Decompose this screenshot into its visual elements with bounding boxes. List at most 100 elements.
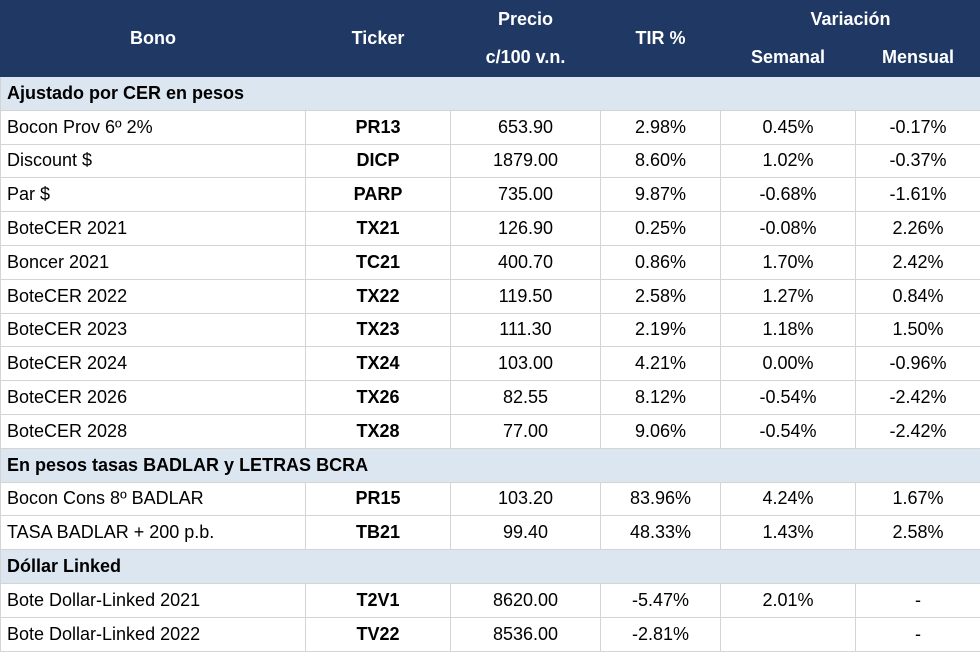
section-title: En pesos tasas BADLAR y LETRAS BCRA (1, 448, 980, 482)
price: 400.70 (451, 245, 601, 279)
tir: 83.96% (601, 482, 721, 516)
tir: 0.86% (601, 245, 721, 279)
monthly-change: -1.61% (856, 178, 980, 212)
ticker: TX24 (306, 347, 451, 381)
header-precio-unit: c/100 v.n. (451, 39, 601, 77)
header-tir: TIR % (601, 1, 721, 77)
tir: 8.12% (601, 381, 721, 415)
weekly-change: -0.08% (721, 212, 856, 246)
weekly-change: 4.24% (721, 482, 856, 516)
ticker: TC21 (306, 245, 451, 279)
section-row: Ajustado por CER en pesos (1, 77, 980, 111)
price: 8620.00 (451, 583, 601, 617)
weekly-change: 0.45% (721, 110, 856, 144)
tir: -5.47% (601, 583, 721, 617)
weekly-change: 1.02% (721, 144, 856, 178)
price: 111.30 (451, 313, 601, 347)
monthly-change: 1.67% (856, 482, 980, 516)
price: 1879.00 (451, 144, 601, 178)
price: 103.20 (451, 482, 601, 516)
ticker: PARP (306, 178, 451, 212)
ticker: PR13 (306, 110, 451, 144)
price: 735.00 (451, 178, 601, 212)
tir: 2.19% (601, 313, 721, 347)
ticker: TB21 (306, 516, 451, 550)
header-ticker: Ticker (306, 1, 451, 77)
header-mensual: Mensual (856, 39, 980, 77)
section-title: Ajustado por CER en pesos (1, 77, 980, 111)
weekly-change: -0.54% (721, 414, 856, 448)
tir: 2.98% (601, 110, 721, 144)
price: 119.50 (451, 279, 601, 313)
bond-name: Discount $ (1, 144, 306, 178)
tir: 0.25% (601, 212, 721, 246)
price: 653.90 (451, 110, 601, 144)
tir: 9.87% (601, 178, 721, 212)
monthly-change: -0.17% (856, 110, 980, 144)
price: 8536.00 (451, 617, 601, 651)
price: 77.00 (451, 414, 601, 448)
bond-name: BoteCER 2026 (1, 381, 306, 415)
weekly-change: 1.70% (721, 245, 856, 279)
bond-name: BoteCER 2024 (1, 347, 306, 381)
section-row: En pesos tasas BADLAR y LETRAS BCRA (1, 448, 980, 482)
ticker: TX22 (306, 279, 451, 313)
section-title: Dóllar Linked (1, 550, 980, 584)
ticker: TX23 (306, 313, 451, 347)
monthly-change: 2.42% (856, 245, 980, 279)
bond-name: BoteCER 2023 (1, 313, 306, 347)
weekly-change: 1.43% (721, 516, 856, 550)
weekly-change: -0.54% (721, 381, 856, 415)
ticker: TX26 (306, 381, 451, 415)
tir: 8.60% (601, 144, 721, 178)
tir: 2.58% (601, 279, 721, 313)
monthly-change: 1.50% (856, 313, 980, 347)
bond-name: TASA BADLAR + 200 p.b. (1, 516, 306, 550)
price: 103.00 (451, 347, 601, 381)
weekly-change: -0.68% (721, 178, 856, 212)
ticker: TX21 (306, 212, 451, 246)
weekly-change: 2.01% (721, 583, 856, 617)
monthly-change: - (856, 617, 980, 651)
monthly-change: -0.96% (856, 347, 980, 381)
bond-name: Bote Dollar-Linked 2022 (1, 617, 306, 651)
header-bono: Bono (1, 1, 306, 77)
bond-name: BoteCER 2022 (1, 279, 306, 313)
weekly-change (721, 617, 856, 651)
ticker: T2V1 (306, 583, 451, 617)
tir: 9.06% (601, 414, 721, 448)
price: 126.90 (451, 212, 601, 246)
weekly-change: 0.00% (721, 347, 856, 381)
price: 82.55 (451, 381, 601, 415)
monthly-change: 0.84% (856, 279, 980, 313)
bond-name: Bocon Cons 8º BADLAR (1, 482, 306, 516)
ticker: TV22 (306, 617, 451, 651)
header-precio: Precio (451, 1, 601, 39)
bond-name: Bote Dollar-Linked 2021 (1, 583, 306, 617)
bond-name: BoteCER 2028 (1, 414, 306, 448)
weekly-change: 1.18% (721, 313, 856, 347)
monthly-change: 2.58% (856, 516, 980, 550)
header-semanal: Semanal (721, 39, 856, 77)
ticker: DICP (306, 144, 451, 178)
header-variacion: Variación (721, 1, 980, 39)
bond-name: Par $ (1, 178, 306, 212)
monthly-change: -2.42% (856, 414, 980, 448)
monthly-change: - (856, 583, 980, 617)
